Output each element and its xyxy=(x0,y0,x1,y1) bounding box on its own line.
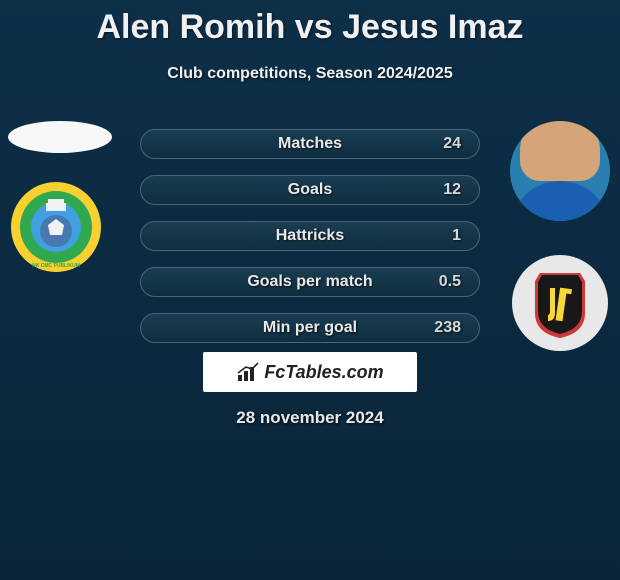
stat-row: Min per goal 238 xyxy=(140,313,480,343)
stat-row: Goals per match 0.5 xyxy=(140,267,480,297)
stat-value-right: 12 xyxy=(443,181,461,199)
fctables-label: FcTables.com xyxy=(264,362,383,383)
subtitle: Club competitions, Season 2024/2025 xyxy=(0,65,620,83)
stat-value-right: 0.5 xyxy=(439,273,461,291)
stat-row: Goals 12 xyxy=(140,175,480,205)
stat-label: Goals xyxy=(288,181,332,199)
chart-icon xyxy=(236,361,260,383)
stat-value-right: 238 xyxy=(434,319,461,337)
stat-value-right: 1 xyxy=(452,227,461,245)
stat-value-right: 24 xyxy=(443,135,461,153)
stat-label: Matches xyxy=(278,135,342,153)
stat-row: Matches 24 xyxy=(140,129,480,159)
stat-row: Hattricks 1 xyxy=(140,221,480,251)
stat-label: Min per goal xyxy=(263,319,357,337)
player-left-avatar-placeholder xyxy=(8,121,112,153)
player-right-avatar xyxy=(510,121,610,221)
stat-label: Hattricks xyxy=(276,227,344,245)
fctables-box: FcTables.com xyxy=(203,352,417,392)
club-right-badge xyxy=(510,253,610,353)
page-title: Alen Romih vs Jesus Imaz xyxy=(0,0,620,47)
svg-text:NK CMC PUBLIKUM: NK CMC PUBLIKUM xyxy=(32,263,80,269)
date-label: 28 november 2024 xyxy=(236,408,383,428)
stat-label: Goals per match xyxy=(247,273,372,291)
stats-area: NK CMC PUBLIKUM Matches 24 Goals 12 Hattrick… xyxy=(0,121,620,341)
club-left-badge: NK CMC PUBLIKUM xyxy=(10,181,102,273)
